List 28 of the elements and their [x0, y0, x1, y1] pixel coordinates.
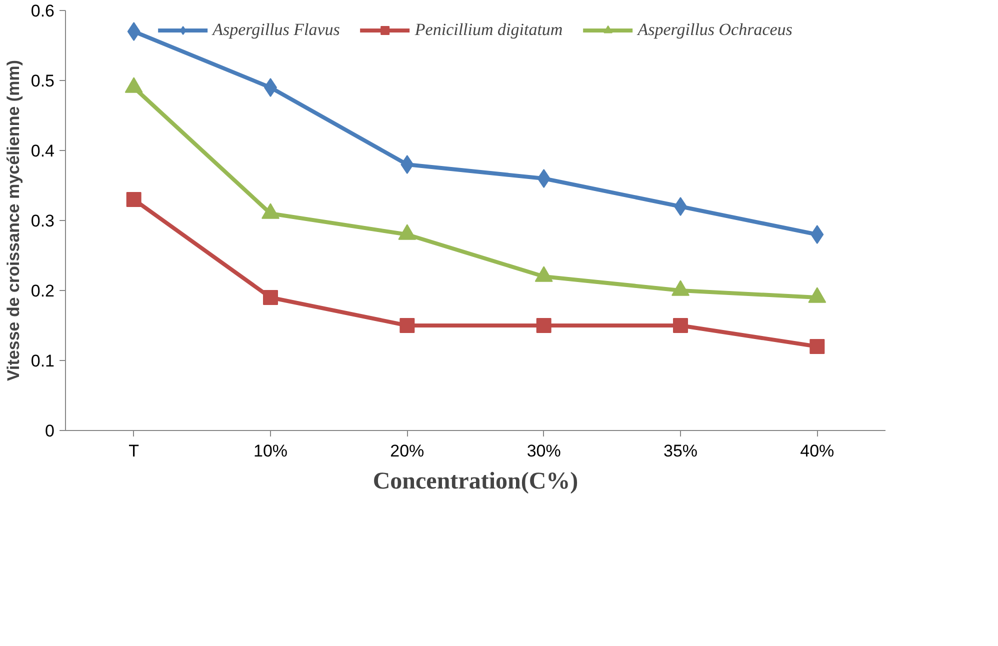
point	[673, 318, 688, 333]
x-tick-label: 10%	[253, 442, 288, 460]
x-axis-title: Concentration(C%)	[372, 468, 578, 494]
x-tick-label: 40%	[800, 442, 834, 460]
point	[536, 318, 552, 333]
legend-label: Aspergillus Flavus	[212, 20, 340, 40]
y-axis-title: Vitesse de croissance mycélienne (mm)	[4, 60, 23, 381]
y-tick-label: 0.5	[30, 72, 55, 90]
y-tick-label: 0.3	[30, 212, 55, 230]
y-tick-label: 0.1	[30, 352, 55, 370]
legend-label: Aspergillus Ochraceus	[638, 20, 792, 40]
point	[537, 169, 550, 188]
point	[126, 192, 142, 207]
point	[263, 290, 278, 305]
legend-label: Penicillium digitatum	[414, 20, 563, 40]
y-tick-label: 0.6	[30, 2, 55, 20]
x-tick-label: 20%	[390, 442, 424, 460]
y-tick-label: 0.4	[30, 142, 55, 160]
x-tick-label: 30%	[526, 442, 561, 460]
point	[400, 155, 414, 174]
point	[810, 225, 824, 244]
point	[127, 22, 140, 41]
x-tick-label: T	[128, 442, 140, 460]
point	[810, 339, 825, 354]
y-tick-label: 0	[45, 422, 55, 440]
x-tick-label: 35%	[663, 442, 698, 460]
point	[400, 318, 415, 333]
y-tick-label: 0.2	[30, 282, 55, 300]
